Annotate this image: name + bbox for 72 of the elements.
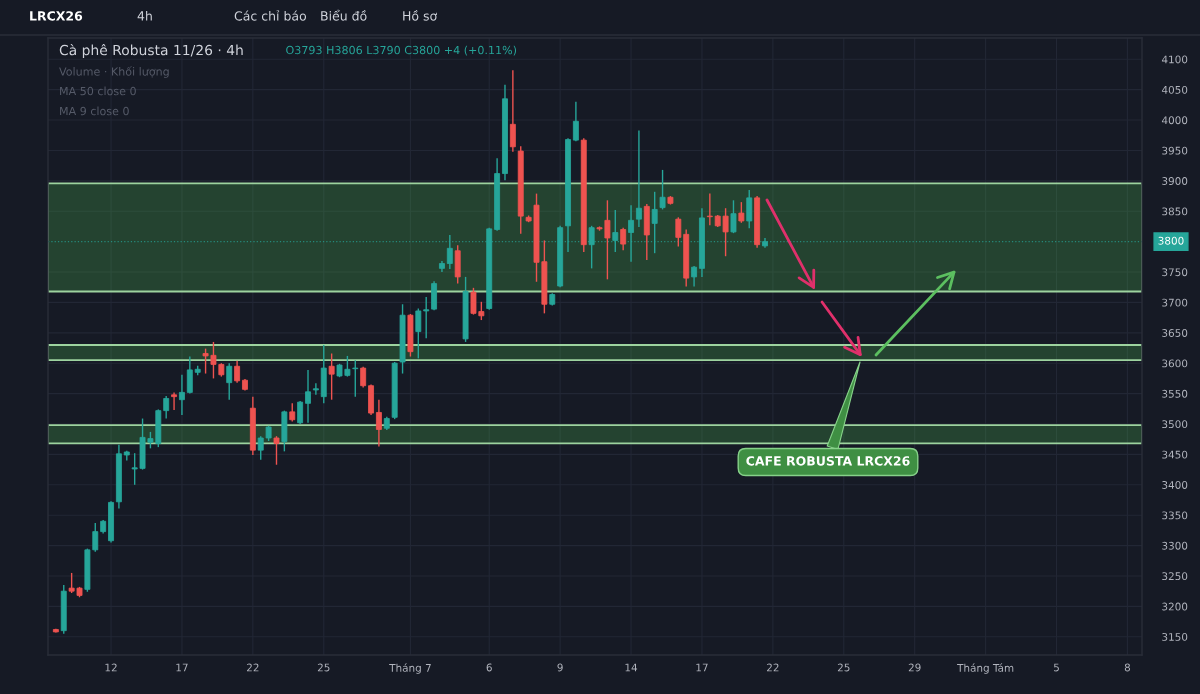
- x-tick-label: 12: [105, 663, 117, 672]
- text: Biểu đồ: [321, 9, 367, 21]
- x-tick-label: 17: [176, 663, 188, 672]
- y-tick-label: 3850: [1162, 207, 1188, 216]
- annotation: MA 50 close 0: [60, 86, 136, 96]
- x-tick-label: 25: [317, 663, 330, 672]
- y-tick-label: 3350: [1162, 511, 1188, 520]
- x-tick-label: Tháng Tám: [957, 663, 1014, 674]
- y-tick-label: 3700: [1162, 298, 1188, 307]
- x-tick-label: Tháng 7: [389, 663, 431, 674]
- candlestick: [509, 69, 516, 153]
- y-tick-label: 4100: [1161, 55, 1188, 64]
- x-tick-label: 5: [1054, 663, 1059, 672]
- y-tick-label: 3300: [1162, 541, 1188, 550]
- y-tick-label: 3150: [1162, 632, 1188, 641]
- y-tick-label: 3400: [1162, 481, 1188, 489]
- y-tick-label: 3600: [1162, 359, 1188, 368]
- candlestick: [179, 374, 185, 416]
- annotation: O3793 H3806 L3790 C3800 +4 (+0.11%): [286, 45, 517, 56]
- text: 4h: [137, 10, 152, 21]
- candlestick: [328, 352, 335, 401]
- candlestick: [572, 101, 579, 143]
- annotation: MA 9 close 0: [60, 106, 129, 116]
- annotation: CAFE ROBUSTA LRCX26: [746, 456, 910, 466]
- y-tick-label: 4000: [1161, 116, 1188, 125]
- candlestick: [675, 216, 682, 248]
- candlestick: [691, 265, 698, 288]
- chart-title: Cà phê Robusta 11/26 · 4h: [59, 44, 243, 58]
- candlestick: [289, 402, 296, 423]
- candlestick: [659, 169, 666, 211]
- y-tick-label: 3250: [1162, 572, 1188, 581]
- candlestick: [415, 307, 422, 360]
- candlestick: [226, 362, 233, 401]
- text: Hồ sơ: [403, 9, 438, 21]
- candlestick: [163, 395, 170, 420]
- candlestick: [234, 360, 241, 384]
- y-tick-label: 3500: [1162, 420, 1188, 429]
- x-tick-label: 6: [486, 663, 492, 672]
- text: Các chỉ báo: [234, 10, 307, 21]
- x-tick-label: 14: [625, 663, 638, 672]
- candlestick: [635, 129, 642, 228]
- y-tick-label: 3900: [1162, 177, 1188, 185]
- x-tick-label: 22: [767, 663, 779, 672]
- candlestick: [730, 199, 737, 234]
- candlestick: [186, 355, 193, 395]
- ref-line-label: 3800: [1158, 236, 1184, 245]
- y-tick-label: 3750: [1162, 268, 1188, 277]
- y-tick-label: 3550: [1162, 389, 1188, 398]
- candlestick: [738, 201, 745, 224]
- y-tick-label: 3650: [1162, 329, 1188, 337]
- y-tick-label: 3450: [1162, 450, 1188, 459]
- text: LRCX26: [30, 11, 83, 21]
- candlestick: [706, 192, 713, 226]
- x-tick-label: 25: [837, 663, 850, 672]
- candlestick: [620, 226, 627, 251]
- candlestick: [375, 398, 382, 448]
- x-tick-label: 9: [557, 663, 563, 672]
- y-tick-label: 3200: [1162, 602, 1188, 611]
- candlestick: [171, 391, 178, 411]
- x-tick-label: 29: [908, 663, 921, 672]
- candlestick: [305, 369, 311, 424]
- x-tick-label: 22: [246, 663, 259, 672]
- candlestick: [423, 296, 430, 339]
- candlestick: [352, 359, 359, 398]
- candlestick: [312, 382, 319, 396]
- annotation: Volume · Khối lượng: [59, 66, 169, 78]
- x-tick-label: 17: [696, 663, 708, 672]
- y-tick-label: 4050: [1161, 85, 1188, 94]
- x-tick-label: 8: [1124, 663, 1131, 672]
- candlestick: [273, 435, 280, 466]
- y-tick-label: 3950: [1162, 146, 1188, 155]
- candlestick: [746, 189, 753, 229]
